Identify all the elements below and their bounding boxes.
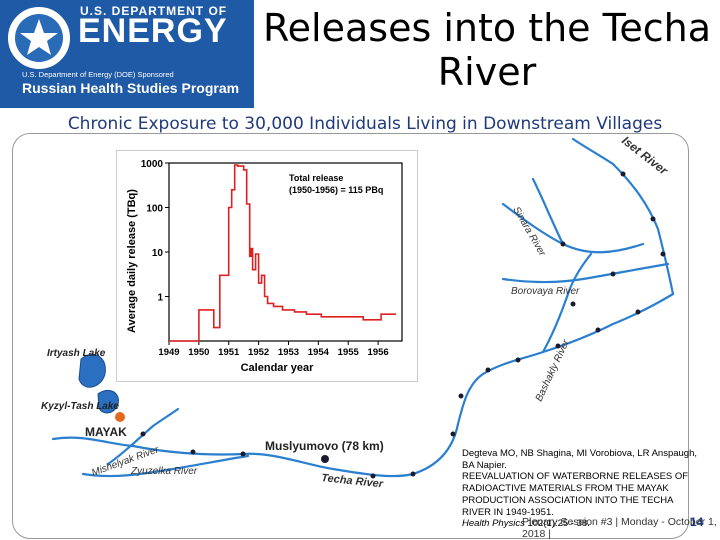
slide-subtitle: Chronic Exposure to 30,000 Individuals L… bbox=[67, 114, 663, 134]
mayak-label: MAYAK bbox=[85, 425, 127, 439]
x-tick-label: 1950 bbox=[188, 347, 209, 358]
citation: Degteva MO, NB Shagina, MI Vorobiova, LR… bbox=[462, 448, 702, 530]
release-chart-svg: Average daily release (TBq) Calendar yea… bbox=[126, 159, 403, 374]
y-tick-label: 10 bbox=[152, 248, 164, 259]
bashakly-label: Bashakly River bbox=[534, 338, 572, 404]
title-line-2: River bbox=[437, 50, 537, 94]
footer-text: Plenary Session #3 | Monday - October 1,… bbox=[522, 516, 717, 540]
release-chart: Average daily release (TBq) Calendar yea… bbox=[116, 150, 418, 382]
release-series-line bbox=[169, 164, 396, 342]
citation-journal: Health Physics bbox=[462, 518, 525, 530]
mayak-marker bbox=[115, 412, 125, 422]
chart-xlabel: Calendar year bbox=[241, 362, 314, 374]
x-tick-label: 1955 bbox=[338, 347, 360, 358]
y-tick-label: 1000 bbox=[141, 159, 164, 170]
slide-title: Releases into the Techa River bbox=[254, 6, 720, 94]
borovaya-label: Borovaya River bbox=[511, 286, 580, 297]
river-map: Iset River Sinara River Borovaya River B… bbox=[41, 134, 675, 491]
iset-river-line bbox=[611, 162, 675, 296]
kyzyl-tash-lake bbox=[97, 389, 119, 414]
techa-river-line bbox=[51, 292, 675, 478]
doe-logo: U.S. DEPARTMENT OF ENERGY U.S. Departmen… bbox=[0, 0, 254, 108]
muslyumovo-label: Muslyumovo (78 km) bbox=[265, 439, 384, 453]
logo-sponsored: U.S. Department of Energy (DOE) Sponsore… bbox=[22, 70, 174, 79]
mishelyak-river-line bbox=[106, 407, 180, 466]
y-tick-label: 100 bbox=[146, 204, 163, 215]
doe-seal-icon bbox=[6, 5, 72, 71]
borovaya-river-line bbox=[501, 262, 670, 284]
title-line-1: Releases into the Techa bbox=[262, 6, 712, 50]
logo-energy: ENERGY bbox=[78, 12, 228, 50]
logo-program: Russian Health Studies Program bbox=[22, 80, 240, 96]
zyuzelka-river-line bbox=[81, 454, 250, 478]
chart-annotation-2: (1950-1956) = 115 PBq bbox=[289, 185, 383, 195]
y-tick-label: 1 bbox=[157, 293, 163, 304]
irtyash-lake bbox=[78, 354, 106, 388]
x-tick-label: 1952 bbox=[248, 347, 269, 358]
kyzyl-tash-label: Kyzyl-Tash Lake bbox=[41, 401, 119, 412]
x-tick-label: 1954 bbox=[308, 347, 330, 358]
x-tick-label: 1951 bbox=[218, 347, 240, 358]
x-tick-label: 1956 bbox=[368, 347, 389, 358]
muslyumovo-marker bbox=[321, 455, 329, 463]
logo-dept: U.S. DEPARTMENT OF bbox=[80, 4, 228, 18]
x-tick-label: 1953 bbox=[278, 347, 299, 358]
page-number: 14 bbox=[690, 515, 704, 529]
iset-label: Iset River bbox=[619, 134, 671, 178]
zyuzelka-label: Zyuzelka River bbox=[130, 466, 198, 477]
citation-pages: 102(1):25 - 38. bbox=[527, 518, 590, 530]
citation-title: REEVALUATION OF WATERBORNE RELEASES OF R… bbox=[462, 471, 689, 518]
bashakly-river-line bbox=[541, 252, 593, 354]
citation-authors: Degteva MO, NB Shagina, MI Vorobiova, LR… bbox=[462, 448, 697, 471]
chart-ylabel: Average daily release (TBq) bbox=[126, 189, 138, 333]
chart-annotation-1: Total release bbox=[289, 173, 343, 183]
x-tick-label: 1949 bbox=[158, 347, 179, 358]
irtyash-label: Irtyash Lake bbox=[47, 348, 106, 359]
